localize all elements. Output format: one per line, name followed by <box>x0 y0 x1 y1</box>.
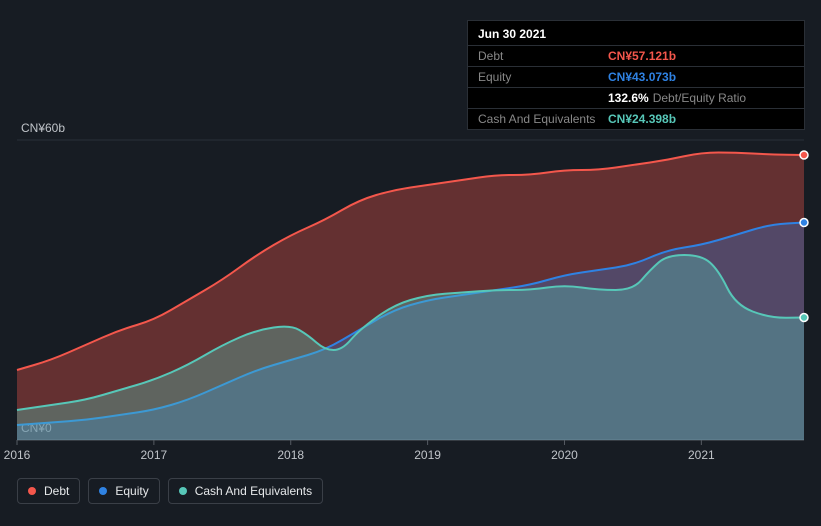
chart-svg <box>17 140 804 440</box>
x-axis-tick-label: 2017 <box>141 448 168 462</box>
legend-item[interactable]: Equity <box>88 478 159 504</box>
x-axis: 201620172018201920202021 <box>17 448 804 464</box>
x-axis-tick-label: 2020 <box>551 448 578 462</box>
tooltip-row-value: CN¥43.073b <box>608 70 676 84</box>
tooltip-row-suffix: Debt/Equity Ratio <box>653 91 746 105</box>
legend-item[interactable]: Debt <box>17 478 80 504</box>
series-endpoint-marker <box>800 151 808 159</box>
tooltip-row-label: Cash And Equivalents <box>478 112 608 126</box>
tooltip-row: 132.6% Debt/Equity Ratio <box>468 88 804 109</box>
tooltip-row-value: 132.6% <box>608 91 649 105</box>
tooltip-row-label: Equity <box>478 70 608 84</box>
series-endpoint-marker <box>800 219 808 227</box>
x-axis-tick-label: 2021 <box>688 448 715 462</box>
tooltip-row-value: CN¥57.121b <box>608 49 676 63</box>
tooltip-date: Jun 30 2021 <box>468 21 804 46</box>
tooltip-row: Cash And EquivalentsCN¥24.398b <box>468 109 804 129</box>
x-axis-tick-label: 2019 <box>414 448 441 462</box>
x-axis-tick-label: 2016 <box>4 448 31 462</box>
tooltip-row: DebtCN¥57.121b <box>468 46 804 67</box>
legend-item-label: Equity <box>115 484 148 498</box>
x-axis-tick-label: 2018 <box>277 448 304 462</box>
series-endpoint-marker <box>800 314 808 322</box>
tooltip-row-label: Debt <box>478 49 608 63</box>
tooltip-row-value: CN¥24.398b <box>608 112 676 126</box>
tooltip-rows: DebtCN¥57.121bEquityCN¥43.073b132.6%Debt… <box>468 46 804 129</box>
legend-item[interactable]: Cash And Equivalents <box>168 478 323 504</box>
tooltip-row: EquityCN¥43.073b <box>468 67 804 88</box>
chart-plot-area <box>17 140 804 440</box>
legend-dot-icon <box>179 487 187 495</box>
y-axis-label-top: CN¥60b <box>21 121 65 135</box>
tooltip-panel: Jun 30 2021 DebtCN¥57.121bEquityCN¥43.07… <box>467 20 805 130</box>
tooltip-row-label <box>478 91 608 105</box>
legend-item-label: Cash And Equivalents <box>195 484 312 498</box>
legend-dot-icon <box>28 487 36 495</box>
legend-dot-icon <box>99 487 107 495</box>
legend-item-label: Debt <box>44 484 69 498</box>
legend: Debt Equity Cash And Equivalents <box>17 478 323 504</box>
